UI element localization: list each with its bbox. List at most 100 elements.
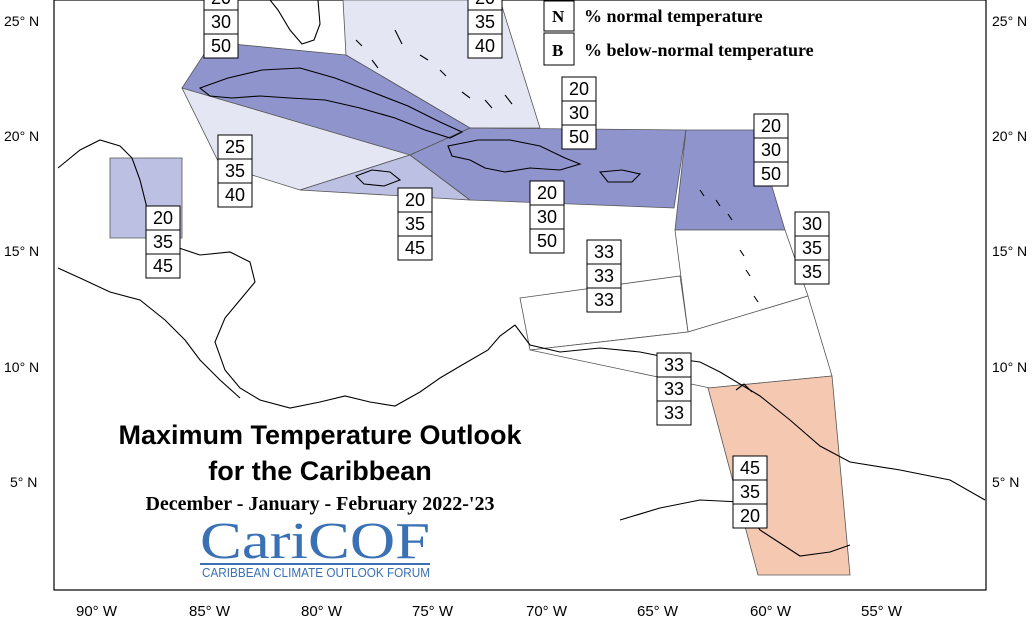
prob-cell xyxy=(732,503,768,529)
lon-label-75w: 75° W xyxy=(412,603,454,620)
legend-text-below-normal: % below-normal temperature xyxy=(584,40,814,60)
south-america-coast xyxy=(514,324,986,501)
coastlines xyxy=(57,0,986,557)
longitude-labels: 90° W 85° W 80° W 75° W 70° W 65° W 60° … xyxy=(76,603,903,620)
lat-label-5n: 5° N xyxy=(10,474,37,490)
prob-value: 30 xyxy=(537,207,557,227)
central-america-coast xyxy=(57,139,516,409)
prob-value: 40 xyxy=(225,185,245,205)
zone-guianas xyxy=(707,375,851,576)
prob-value: 20 xyxy=(740,506,760,526)
florida-coast xyxy=(269,0,321,45)
lat-label-25n-right: 25° N xyxy=(992,13,1027,29)
prob-value: 35 xyxy=(740,482,760,502)
lat-label-20n: 20° N xyxy=(4,128,39,144)
prob-value: 35 xyxy=(475,12,495,32)
prob-value: 35 xyxy=(225,161,245,181)
title-line-1: Maximum Temperature Outlook xyxy=(118,420,522,450)
logo-underline xyxy=(200,563,430,565)
prob-value: 30 xyxy=(761,140,781,160)
prob-value: 50 xyxy=(761,164,781,184)
cuba-coast xyxy=(198,67,464,139)
lon-label-85w: 85° W xyxy=(189,603,231,620)
prob-cell xyxy=(203,33,239,59)
prob-cell xyxy=(794,259,830,285)
lon-label-65w: 65° W xyxy=(637,603,679,620)
prob-value: 33 xyxy=(594,266,614,286)
prob-value: 35 xyxy=(802,238,822,258)
lat-label-5n-right: 5° N xyxy=(992,474,1019,490)
prob-value: 45 xyxy=(740,458,760,478)
prob-box-leeward-islands: 20 30 50 xyxy=(753,113,789,187)
prob-value: 45 xyxy=(153,256,173,276)
lat-label-10n-right: 10° N xyxy=(992,359,1027,375)
legend-text-normal: % normal temperature xyxy=(584,6,763,26)
prob-value: 30 xyxy=(569,103,589,123)
prob-box-puerto-rico: 20 30 50 xyxy=(561,76,597,150)
prob-value: 33 xyxy=(664,403,684,423)
prob-value: 30 xyxy=(211,12,231,32)
prob-box-northern-caribbean-sea: 25 35 40 xyxy=(217,134,253,208)
prob-cell xyxy=(145,229,181,255)
lat-label-15n: 15° N xyxy=(4,243,39,259)
prob-value: 20 xyxy=(761,116,781,136)
prob-cell xyxy=(586,239,622,265)
prob-cell xyxy=(397,235,433,261)
prob-value: 33 xyxy=(594,290,614,310)
map-frame xyxy=(53,0,987,591)
prob-cell xyxy=(794,235,830,261)
lon-label-70w: 70° W xyxy=(526,603,568,620)
prob-value: 40 xyxy=(475,36,495,56)
prob-value: 50 xyxy=(537,231,557,251)
prob-cell xyxy=(753,161,789,187)
lon-label-60w: 60° W xyxy=(750,603,792,620)
prob-box-hispaniola: 20 30 50 xyxy=(529,180,565,254)
bahamas-islands xyxy=(355,29,513,109)
prob-box-windward-islands: 30 35 35 xyxy=(794,211,830,285)
prob-value: 33 xyxy=(664,379,684,399)
prob-cell xyxy=(397,211,433,237)
legend-key-b: B xyxy=(552,41,563,60)
prob-value: 20 xyxy=(153,208,173,228)
prob-cell xyxy=(529,204,565,230)
prob-value: 35 xyxy=(153,232,173,252)
logo-subtitle: CARIBBEAN CLIMATE OUTLOOK FORUM xyxy=(202,565,430,580)
lat-label-15n-right: 15° N xyxy=(992,243,1027,259)
prob-value: 20 xyxy=(405,190,425,210)
lon-label-55w: 55° W xyxy=(861,603,903,620)
prob-cell xyxy=(467,33,503,59)
probability-boxes: 20 35 40 20 30 50 25 35 40 20 35 45 20 35 45 20 30 5… xyxy=(145,0,830,529)
central-america-pacific-coast xyxy=(57,267,241,399)
puerto-rico-coast xyxy=(598,169,642,183)
jamaica-coast xyxy=(355,169,402,187)
prob-value: 25 xyxy=(225,137,245,157)
prob-cell xyxy=(529,180,565,206)
lesser-antilles xyxy=(699,189,759,393)
prob-value: 50 xyxy=(211,36,231,56)
prob-box-eastern-caribbean-sea: 33 33 33 xyxy=(586,239,622,313)
legend-key-box-b xyxy=(543,32,575,66)
prob-value: 33 xyxy=(594,242,614,262)
logo-wordmark: CariCOF xyxy=(200,513,430,570)
forecast-period: December - January - February 2022-'23 xyxy=(145,493,494,515)
prob-cell xyxy=(467,9,503,35)
prob-cell xyxy=(732,455,768,481)
prob-value: 20 xyxy=(537,183,557,203)
prob-cell xyxy=(217,134,253,160)
prob-cell xyxy=(656,376,692,402)
lat-label-20n-right: 20° N xyxy=(992,128,1027,144)
prob-value: 30 xyxy=(802,214,822,234)
prob-box-cuba: 20 30 50 xyxy=(203,0,239,59)
prob-box-trinidad-tobago: 33 33 33 xyxy=(656,352,692,426)
prob-value: 20 xyxy=(569,79,589,99)
title-line-2: for the Caribbean xyxy=(208,456,432,486)
lat-label-25n: 25° N xyxy=(4,13,39,29)
legend: N % normal temperature B % below-normal … xyxy=(543,0,814,66)
prob-value: 20 xyxy=(475,0,495,8)
lon-label-90w: 90° W xyxy=(76,603,118,620)
prob-box-guianas: 45 35 20 xyxy=(732,455,768,529)
prob-value: 35 xyxy=(802,262,822,282)
prob-cell xyxy=(561,124,597,150)
prob-cell xyxy=(753,113,789,139)
